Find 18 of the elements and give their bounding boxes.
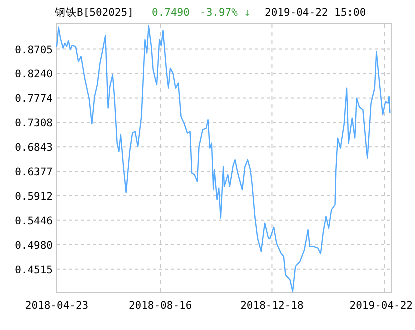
- text: -3.97% ↓: [200, 7, 251, 19]
- y-tick-label: 0.4980: [15, 240, 53, 252]
- y-tick-label: 0.8240: [15, 68, 53, 81]
- y-tick-label: 0.7308: [15, 118, 53, 130]
- y-tick-label: 0.6843: [15, 142, 53, 154]
- text: 2019-04-22 15:00: [265, 7, 366, 19]
- x-tick-label: 2018-04-23: [25, 300, 89, 312]
- y-tick-label: 0.5912: [15, 190, 53, 203]
- y-tick-label: 0.8705: [15, 44, 53, 56]
- y-tick-label: 0.6377: [15, 166, 53, 179]
- chart-title: 钢铁B[502025]: [54, 7, 134, 19]
- x-tick-label: 2019-04-22: [350, 300, 413, 312]
- x-tick-label: 2018-08-16: [128, 300, 192, 312]
- text: 0.7490: [152, 7, 190, 19]
- y-tick-label: 0.5446: [15, 215, 53, 228]
- x-tick-label: 2018-12-18: [240, 300, 304, 312]
- y-tick-label: 0.7774: [15, 93, 53, 106]
- y-tick-label: 0.4515: [15, 264, 53, 276]
